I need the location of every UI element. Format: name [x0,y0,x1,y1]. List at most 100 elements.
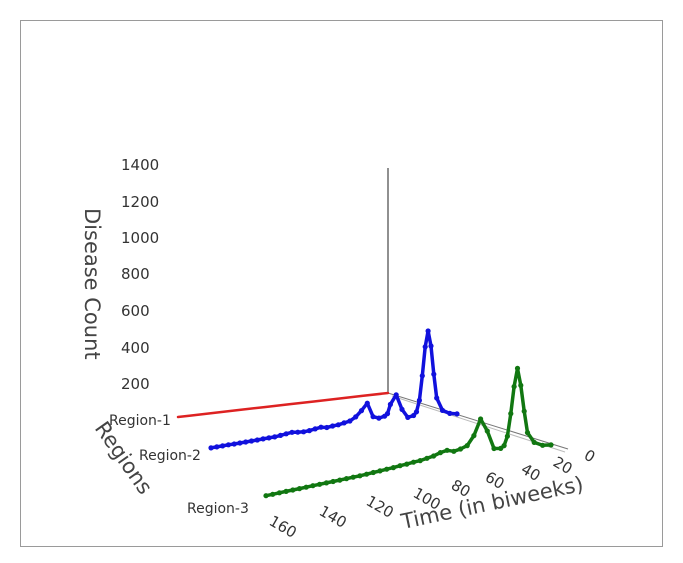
data-point [283,488,289,494]
x-tick-label: 140 [316,502,350,532]
data-point [405,414,411,420]
data-point [350,474,356,480]
data-point [301,429,307,435]
data-point [524,430,531,436]
data-point [353,414,359,420]
data-point [317,481,323,487]
data-point [248,438,255,444]
data-point [324,424,330,431]
data-point [416,397,422,403]
data-point [341,420,347,426]
data-point [444,447,450,453]
data-point [364,471,370,477]
region-label: Region-2 [139,448,201,464]
data-point [393,392,399,398]
series-3 [263,365,554,499]
z-tick-label: 800 [121,265,150,283]
x-tick-label: 160 [266,512,300,542]
data-point [310,483,316,489]
data-point [540,442,546,448]
data-point [454,411,460,417]
series-line [209,329,459,450]
labels-layer: 2004006008001000120014000204060801001201… [80,156,598,542]
z-axis-title: Disease Count [80,208,104,360]
data-point [318,424,324,430]
z-tick-label: 600 [121,302,150,320]
data-point [272,434,278,440]
data-point [220,443,226,449]
data-point [508,411,514,417]
data-point [330,423,336,429]
data-point [437,450,443,456]
data-point [237,440,243,446]
data-point [225,442,231,448]
data-point [335,422,341,428]
data-point [343,476,350,482]
data-point [419,373,425,379]
data-point [296,486,303,492]
data-point [231,441,237,447]
data-point [254,437,260,443]
data-point [464,443,470,449]
data-point [399,406,405,412]
data-point [411,412,417,419]
data-point [434,395,440,401]
chart-frame [20,20,663,547]
data-point [531,439,537,445]
z-tick-label: 400 [121,339,150,357]
data-point [289,429,295,435]
data-point [384,466,390,472]
data-point [451,448,457,454]
data-point [425,328,431,334]
data-point [370,414,376,420]
data-point [295,429,301,435]
data-point [276,490,282,496]
data-point [491,445,497,452]
data-point [413,409,420,415]
data-point [471,433,477,439]
data-point [431,453,437,459]
data-point [404,461,410,467]
data-point [417,458,423,464]
data-point [266,435,272,441]
data-point [504,433,510,439]
data-point [208,445,214,451]
data-point [303,484,309,490]
data-point [390,465,396,471]
data-point [484,428,490,434]
z-tick-label: 1400 [121,156,159,174]
data-point [290,487,296,493]
series-1 [176,391,390,419]
data-point [283,431,289,437]
data-point [263,493,269,499]
data-point [358,408,365,414]
data-point [214,444,220,450]
data-point [347,418,353,424]
data-point [243,439,249,445]
series-line [176,391,390,419]
z-tick-label: 1200 [121,193,159,211]
data-point [431,371,437,377]
data-point [277,432,284,438]
data-point [260,436,266,442]
region-label: Region-1 [109,413,171,429]
data-point [518,382,524,388]
data-point [424,455,430,461]
data-point [447,410,453,416]
series-layer [176,328,554,499]
data-point [377,468,383,474]
x-tick-label: 120 [363,492,397,522]
data-point [514,365,521,371]
data-point [387,401,393,407]
z-tick-label: 1000 [121,229,159,247]
data-point [521,408,527,414]
data-point [337,477,343,483]
data-point [306,428,312,434]
axes-group [387,168,569,453]
data-point [410,459,417,465]
data-point [357,473,363,479]
region-label: Region-3 [187,501,249,517]
data-point [548,442,554,448]
data-point [439,407,446,413]
data-point [312,426,318,432]
